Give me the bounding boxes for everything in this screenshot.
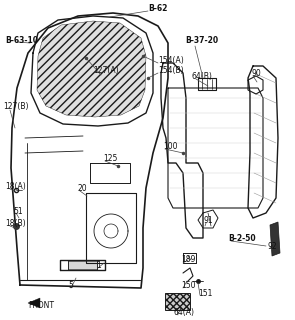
Text: 18(B): 18(B)	[5, 219, 26, 228]
Text: 20: 20	[78, 183, 88, 193]
Text: 127(A): 127(A)	[93, 66, 119, 75]
Text: 154(A): 154(A)	[158, 55, 184, 65]
Text: 127(B): 127(B)	[3, 101, 29, 110]
Text: B-37-20: B-37-20	[185, 36, 218, 44]
Polygon shape	[68, 261, 97, 269]
Text: 154(B): 154(B)	[158, 66, 183, 75]
Text: 125: 125	[103, 154, 117, 163]
Text: 51: 51	[13, 206, 23, 215]
Text: 64(B): 64(B)	[192, 71, 213, 81]
Polygon shape	[270, 222, 280, 256]
Text: 91: 91	[204, 215, 214, 225]
Text: 150: 150	[181, 282, 196, 291]
Text: 90: 90	[252, 68, 262, 77]
Polygon shape	[37, 21, 146, 117]
Text: 92: 92	[268, 242, 278, 251]
Text: 100: 100	[163, 141, 178, 150]
Text: 64(A): 64(A)	[174, 308, 195, 317]
Polygon shape	[165, 293, 190, 310]
Text: 151: 151	[198, 289, 212, 298]
Text: B-2-50: B-2-50	[228, 234, 256, 243]
Text: 189: 189	[181, 255, 195, 265]
Text: 5: 5	[68, 282, 73, 291]
Text: 1: 1	[96, 261, 101, 270]
Text: 18(A): 18(A)	[5, 181, 26, 190]
Text: B-63-10: B-63-10	[5, 36, 38, 44]
Text: FRONT: FRONT	[28, 301, 54, 310]
Polygon shape	[28, 298, 40, 308]
Text: B-62: B-62	[148, 4, 167, 12]
